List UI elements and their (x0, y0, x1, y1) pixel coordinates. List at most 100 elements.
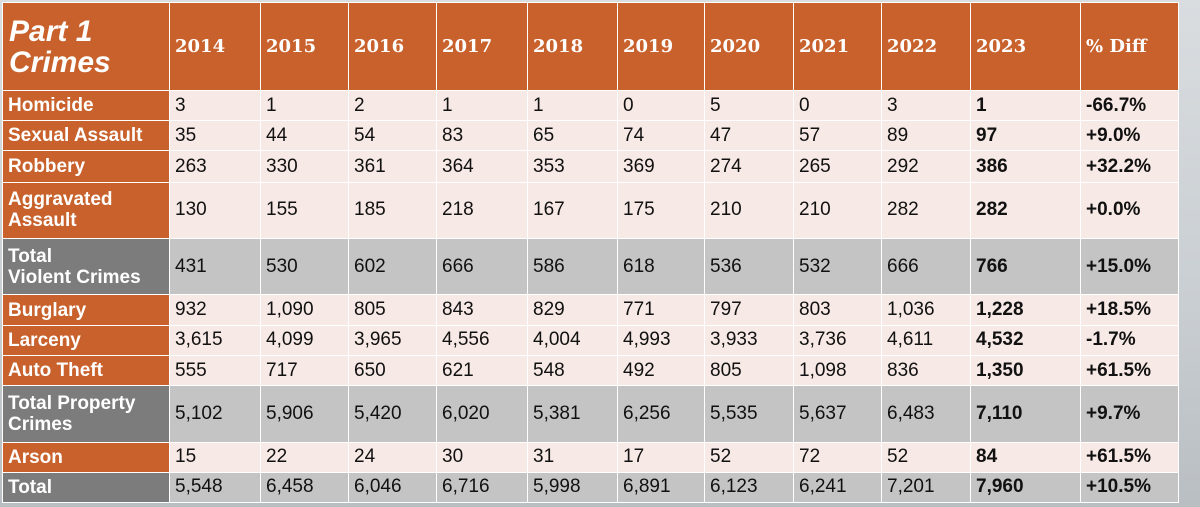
row-label-line1: Total Property (8, 392, 136, 414)
table-cell: 5,102 (169, 385, 261, 443)
table-cell: 89 (881, 120, 971, 152)
table-cell: 829 (527, 294, 618, 326)
table-cell: 431 (169, 238, 261, 296)
table-cell-diff: -66.7% (1080, 89, 1179, 122)
row-label-line1: Aggravated (8, 189, 113, 211)
table-cell-2023: 386 (970, 150, 1081, 183)
table-cell: 31 (527, 441, 618, 473)
table-cell: 185 (348, 181, 437, 240)
table-cell-diff: +15.0% (1080, 238, 1179, 296)
table-cell: 803 (793, 294, 882, 326)
table-cell: 5,535 (704, 385, 794, 443)
table-cell: 650 (348, 354, 437, 387)
table-cell: 3 (881, 89, 971, 122)
table-cell: 1,036 (881, 294, 971, 326)
table-title-line2: Crimes (9, 45, 111, 79)
table-cell-diff: +61.5% (1080, 354, 1179, 387)
table-cell: 22 (260, 441, 349, 473)
table-cell-2023: 282 (970, 181, 1081, 240)
table-cell: 492 (617, 354, 705, 387)
table-row: Burglary 932 1,090 805 843 829 771 797 8… (2, 294, 1179, 326)
table-cell-diff: +61.5% (1080, 441, 1179, 473)
table-cell: 44 (260, 120, 349, 152)
table-cell: 805 (348, 294, 437, 326)
row-label: Auto Theft (2, 354, 170, 387)
table-title-line1: Part 1 (9, 14, 93, 48)
table-cell: 35 (169, 120, 261, 152)
table-cell: 932 (169, 294, 261, 326)
table-cell: 586 (527, 238, 618, 296)
table-cell: 292 (881, 150, 971, 183)
table-cell: 15 (169, 441, 261, 473)
table-cell-diff: +32.2% (1080, 150, 1179, 183)
table-cell: 4,611 (881, 324, 971, 356)
table-cell: 530 (260, 238, 349, 296)
table-cell: 797 (704, 294, 794, 326)
table-cell: 717 (260, 354, 349, 387)
table-cell: 666 (881, 238, 971, 296)
table-cell: 282 (881, 181, 971, 240)
table-cell: 3,615 (169, 324, 261, 356)
table-cell: 6,716 (436, 471, 528, 504)
header-year: 2015 (260, 2, 349, 91)
table-cell: 5,381 (527, 385, 618, 443)
table-cell: 263 (169, 150, 261, 183)
table-cell: 666 (436, 238, 528, 296)
header-year: 2019 (617, 2, 705, 91)
table-cell: 3,736 (793, 324, 882, 356)
table-cell: 175 (617, 181, 705, 240)
table-cell: 6,020 (436, 385, 528, 443)
table-cell: 83 (436, 120, 528, 152)
crime-table-container: Part 1 Crimes 2014 2015 2016 2017 2018 20… (2, 2, 1179, 504)
table-cell: 17 (617, 441, 705, 473)
table-cell: 602 (348, 238, 437, 296)
table-cell: 532 (793, 238, 882, 296)
table-cell: 1 (260, 89, 349, 122)
table-cell: 369 (617, 150, 705, 183)
table-cell: 5 (704, 89, 794, 122)
table-cell: 6,123 (704, 471, 794, 504)
table-cell: 1,090 (260, 294, 349, 326)
table-cell: 548 (527, 354, 618, 387)
table-cell: 805 (704, 354, 794, 387)
header-year: 2023 (970, 2, 1081, 91)
table-cell: 52 (704, 441, 794, 473)
table-cell-diff: +9.0% (1080, 120, 1179, 152)
table-cell-diff: +18.5% (1080, 294, 1179, 326)
header-year: 2021 (793, 2, 882, 91)
table-cell: 5,548 (169, 471, 261, 504)
row-label: Burglary (2, 294, 170, 326)
table-cell: 47 (704, 120, 794, 152)
header-year: 2022 (881, 2, 971, 91)
table-row: Larceny 3,615 4,099 3,965 4,556 4,004 4,… (2, 324, 1179, 356)
table-cell-2023: 7,960 (970, 471, 1081, 504)
table-cell-2023: 4,532 (970, 324, 1081, 356)
table-cell: 330 (260, 150, 349, 183)
table-cell: 353 (527, 150, 618, 183)
table-cell: 74 (617, 120, 705, 152)
table-cell-2023: 84 (970, 441, 1081, 473)
table-cell-2023: 766 (970, 238, 1081, 296)
header-year: 2017 (436, 2, 528, 91)
table-row: Aggravated Assault 130 155 185 218 167 17… (2, 181, 1179, 240)
table-cell: 65 (527, 120, 618, 152)
table-cell: 210 (704, 181, 794, 240)
row-label: Total Property Crimes (2, 385, 170, 443)
table-row: Auto Theft 555 717 650 621 548 492 805 1… (2, 354, 1179, 387)
table-cell-2023: 7,110 (970, 385, 1081, 443)
row-label-line2: Assault (8, 210, 77, 232)
table-cell: 72 (793, 441, 882, 473)
table-cell: 52 (881, 441, 971, 473)
table-cell: 6,256 (617, 385, 705, 443)
table-cell: 6,891 (617, 471, 705, 504)
table-cell: 1 (527, 89, 618, 122)
row-label-line1: Total (8, 245, 52, 267)
table-cell: 1,098 (793, 354, 882, 387)
row-label: Total (2, 471, 170, 504)
table-cell: 4,099 (260, 324, 349, 356)
table-cell: 155 (260, 181, 349, 240)
row-label: Sexual Assault (2, 120, 170, 152)
header-year: 2020 (704, 2, 794, 91)
row-label: Total Violent Crimes (2, 238, 170, 296)
table-cell: 618 (617, 238, 705, 296)
